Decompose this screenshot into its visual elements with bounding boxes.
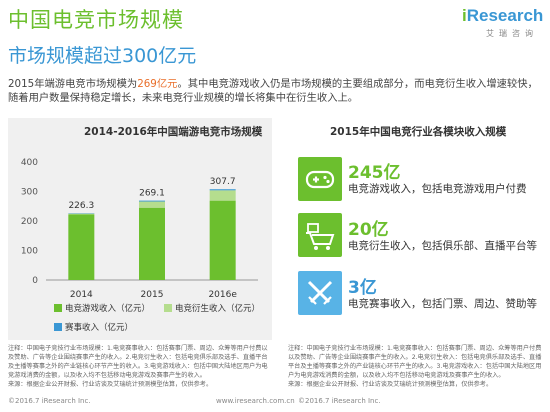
- right-note-source: 来源：根据企业公开财报、行业访谈及艾瑞统计预测模型估算，仅供参考。: [288, 381, 493, 388]
- event-revenue-desc: 电竞赛事收入，包括门票、周边、赞助等: [348, 298, 537, 310]
- summary-part2: 。其中电竞游戏收入仍是市场规模的主要组成部分，而电竞衍生收入增速较快，随着用户数…: [8, 78, 538, 104]
- y-tick-label: 0: [32, 276, 38, 286]
- logo-wordmark: iResearch: [462, 6, 543, 26]
- footer-copyright-left: ©2016.7 iResearch Inc.: [8, 397, 91, 405]
- game-revenue-value: 245亿: [348, 163, 401, 183]
- bar-segment: [209, 200, 236, 280]
- x-tick-label: 2014: [70, 290, 93, 300]
- logo-letter-i: i: [462, 6, 467, 25]
- right-note-text: 注释：中国电子竞技行业市场规模：1.电竞赛事收入：包括赛事门票、周边、众筹等用户…: [288, 345, 542, 379]
- left-chart-title: 2014-2016年中国端游电竞市场规模: [84, 126, 263, 138]
- footer-url[interactable]: www.iresearch.com.cn: [216, 397, 295, 405]
- bar-segment: [139, 200, 165, 202]
- x-tick-label: 2016e: [208, 290, 237, 300]
- derivative-revenue-value: 20亿: [348, 220, 389, 240]
- legend-swatch: [54, 323, 62, 331]
- bar-total-label: 226.3: [68, 201, 94, 211]
- bar-segment: [68, 213, 95, 215]
- bar-segment: [209, 189, 236, 191]
- left-note-source: 来源：根据企业公开财报、行业访谈及艾瑞统计预测模型估算，仅供参考。: [8, 381, 213, 388]
- right-chart-title: 2015年中国电竞行业各模块收入规模: [330, 126, 507, 138]
- legend-swatch: [54, 304, 62, 312]
- page-title: 中国电竞市场规模: [8, 8, 184, 32]
- x-tick-label: 2015: [141, 290, 164, 300]
- summary-paragraph: 2015年端游电竞市场规模为269亿元。其中电竞游戏收入仍是市场规模的主要组成部…: [8, 77, 542, 105]
- legend-label: 电竞游戏收入（亿元）: [65, 303, 150, 314]
- event-revenue-value: 3亿: [348, 278, 377, 298]
- summary-highlight: 269亿元: [137, 78, 178, 90]
- y-tick-label: 100: [21, 247, 38, 257]
- left-note: 注释：中国电子竞技行业市场规模：1.电竞赛事收入：包括赛事门票、周边、众筹等用户…: [8, 344, 270, 392]
- gamepad-icon: [298, 157, 342, 201]
- legend-label: 电竞衍生收入（亿元）: [175, 303, 260, 314]
- bar-layer: 0 100 200 300 400 226.3 2014 269.1 2015 307.7 2016…: [21, 158, 260, 333]
- y-tick-label: 300: [21, 188, 38, 198]
- crossed-swords-icon: [298, 271, 342, 315]
- bar-segment: [139, 201, 165, 208]
- footer-copyright-right: ©2016.7 iResearch Inc.: [298, 397, 381, 405]
- y-tick-label: 200: [21, 217, 38, 227]
- iresearch-logo: iResearch 艾瑞咨询: [462, 6, 543, 40]
- market-size-bar-chart: 0 100 200 300 400 226.3 2014 269.1 2015 307.7 2016…: [21, 158, 260, 333]
- legend-swatch: [164, 304, 172, 312]
- legend-label: 赛事收入（亿元）: [65, 322, 133, 333]
- bar-segment: [68, 214, 95, 280]
- bar-segment: [139, 207, 165, 280]
- y-tick-label: 400: [21, 158, 38, 168]
- bar-total-label: 269.1: [139, 189, 165, 199]
- bar-segment: [209, 190, 236, 201]
- bar-total-label: 307.7: [210, 177, 236, 187]
- shop-cart-icon: [298, 213, 342, 257]
- game-revenue-desc: 电竞游戏收入，包括电竞游戏用户付费: [348, 183, 527, 195]
- page-subtitle: 市场规模超过300亿元: [8, 45, 197, 67]
- logo-letters-research: Research: [466, 6, 544, 25]
- summary-part1: 2015年端游电竞市场规模为: [8, 78, 138, 90]
- derivative-revenue-desc: 电竞衍生收入，包括俱乐部、直播平台等: [348, 240, 537, 252]
- right-note: 注释：中国电子竞技行业市场规模：1.电竞赛事收入：包括赛事门票、周边、众筹等用户…: [288, 344, 542, 392]
- left-note-text: 注释：中国电子竞技行业市场规模：1.电竞赛事收入：包括赛事门票、周边、众筹等用户…: [8, 345, 268, 379]
- logo-chinese-name: 艾瑞咨询: [486, 29, 538, 38]
